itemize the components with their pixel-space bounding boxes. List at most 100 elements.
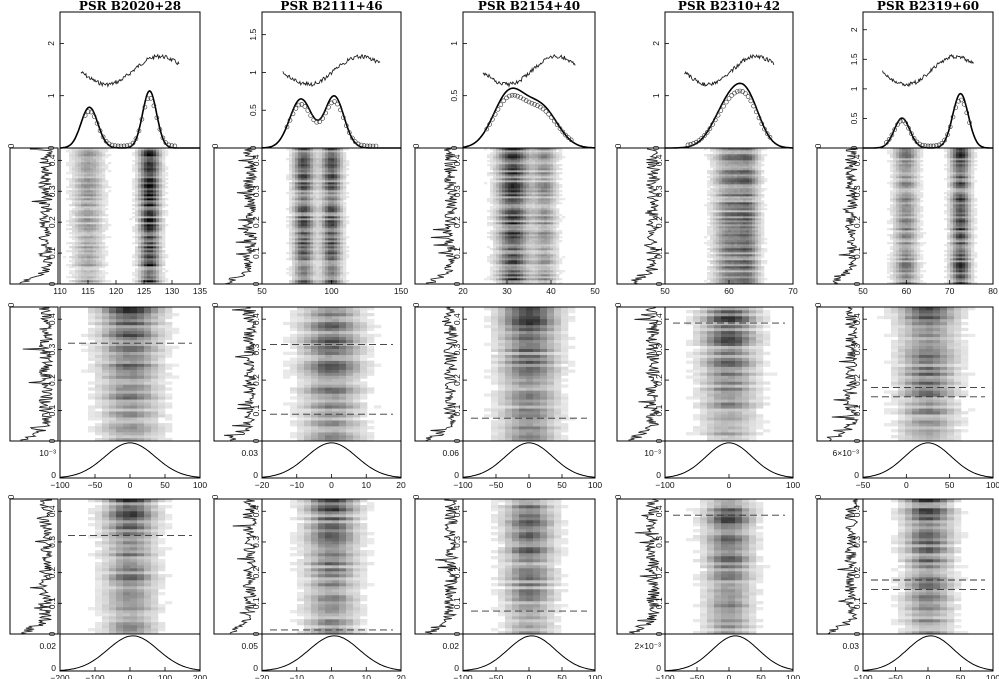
heatmap-cell <box>290 532 298 536</box>
heatmap-cell <box>150 190 154 193</box>
heatmap-cell <box>135 282 139 285</box>
heatmap-cell <box>116 574 124 578</box>
heatmap-cell <box>295 204 299 207</box>
heatmap-cell <box>307 186 311 189</box>
heatmap-cell <box>75 222 79 225</box>
heatmap-cell <box>310 176 314 179</box>
heatmap-cell <box>322 156 326 159</box>
heatmap-cell <box>319 178 323 181</box>
heatmap-cell <box>88 426 96 430</box>
heatmap-cell <box>130 318 138 323</box>
heatmap-cell <box>87 208 91 211</box>
heatmap-cell <box>340 196 344 199</box>
heatmap-cell <box>304 156 308 159</box>
heatmap-cell <box>144 375 152 379</box>
heatmap-cell <box>137 556 145 560</box>
heatmap-cell <box>337 198 341 201</box>
heatmap-cell <box>72 274 76 277</box>
heatmap-cell <box>116 345 124 349</box>
heatmap-cell <box>325 194 329 197</box>
heatmap-cell <box>331 174 335 177</box>
profile-point <box>142 104 148 110</box>
heatmap-cell <box>123 435 131 439</box>
heatmap-cell <box>337 176 341 179</box>
heatmap-cell <box>78 154 82 157</box>
heatmap-cell <box>87 240 91 243</box>
heatmap-cell <box>144 252 148 255</box>
heatmap-cell <box>144 435 152 439</box>
heatmap-cell <box>311 631 319 635</box>
heatmap-cell <box>325 535 333 539</box>
heatmap-cell <box>325 280 329 283</box>
heatmap-cell <box>353 375 361 379</box>
heatmap-cell <box>87 172 91 175</box>
heatmap-cell <box>322 274 326 277</box>
heatmap-cell <box>319 266 323 269</box>
heatmap-cell <box>88 307 96 311</box>
heatmap-cell <box>332 589 340 593</box>
heatmap-cell <box>72 188 76 191</box>
heatmap-cell <box>289 236 293 239</box>
heatmap-cell <box>75 162 79 165</box>
heatmap-cell <box>325 381 333 385</box>
heatmap-cell <box>135 246 139 249</box>
heatmap-cell <box>84 218 88 221</box>
heatmap-cell <box>316 186 320 189</box>
heatmap-cell <box>340 170 344 173</box>
heatmap-cell <box>346 595 354 599</box>
shift1-x-tick-label: 0 <box>329 480 334 490</box>
heatmap-cell <box>162 206 166 209</box>
heatmap-cell <box>109 342 117 346</box>
heatmap-cell <box>93 196 97 199</box>
heatmap-cell <box>367 372 375 376</box>
heatmap-cell <box>151 559 159 563</box>
shift2-x-tick-label: 0 <box>128 673 133 679</box>
heatmap-cell <box>304 547 312 551</box>
heatmap-cell <box>137 580 145 584</box>
heatmap-cell <box>304 174 308 177</box>
heatmap-cell <box>138 152 142 155</box>
heatmap-cell <box>69 172 73 175</box>
heatmap-cell <box>353 535 361 539</box>
shift1-y-tick-label: 0.1 <box>47 404 57 416</box>
heatmap-cell <box>343 266 347 269</box>
heatmap-cell <box>290 366 298 370</box>
heatmap-cell <box>81 270 85 273</box>
heatmap-cell <box>99 274 103 277</box>
heatmap-cell <box>137 532 145 536</box>
heatmap-cell <box>158 324 166 329</box>
heatmap-cell <box>81 208 85 211</box>
heatmap-cell <box>95 589 103 593</box>
heatmap-cell <box>63 256 67 259</box>
heatmap-cell <box>108 224 112 227</box>
heatmap-cell <box>151 607 159 611</box>
heatmap-cell <box>150 252 154 255</box>
heatmap-cell <box>325 150 329 153</box>
heatmap-cell <box>99 194 103 197</box>
profile-point <box>326 104 331 110</box>
heatmap-cell <box>331 278 335 281</box>
lrfs-side-spectrum <box>223 147 258 285</box>
heatmap-cell <box>316 170 320 173</box>
heatmap-cell <box>297 378 305 382</box>
heatmap-cell <box>81 150 85 153</box>
heatmap-cell <box>147 172 151 175</box>
heatmap-cell <box>283 360 291 364</box>
heatmap-cell <box>123 423 131 427</box>
heatmap-cell <box>289 280 293 283</box>
heatmap-cell <box>99 242 103 245</box>
heatmap-cell <box>304 170 308 173</box>
heatmap-cell <box>123 604 131 608</box>
heatmap-cell <box>292 252 296 255</box>
heatmap-cell <box>69 186 73 189</box>
heatmap-cell <box>81 282 85 285</box>
heatmap-cell <box>301 164 305 167</box>
heatmap-cell <box>298 222 302 225</box>
heatmap-cell <box>290 387 298 391</box>
heatmap-cell <box>318 607 326 611</box>
heatmap-cell <box>138 172 142 175</box>
heatmap-cell <box>144 508 152 512</box>
heatmap-cell <box>367 553 375 557</box>
heatmap-cell <box>353 310 361 314</box>
heatmap-cell <box>162 272 166 275</box>
